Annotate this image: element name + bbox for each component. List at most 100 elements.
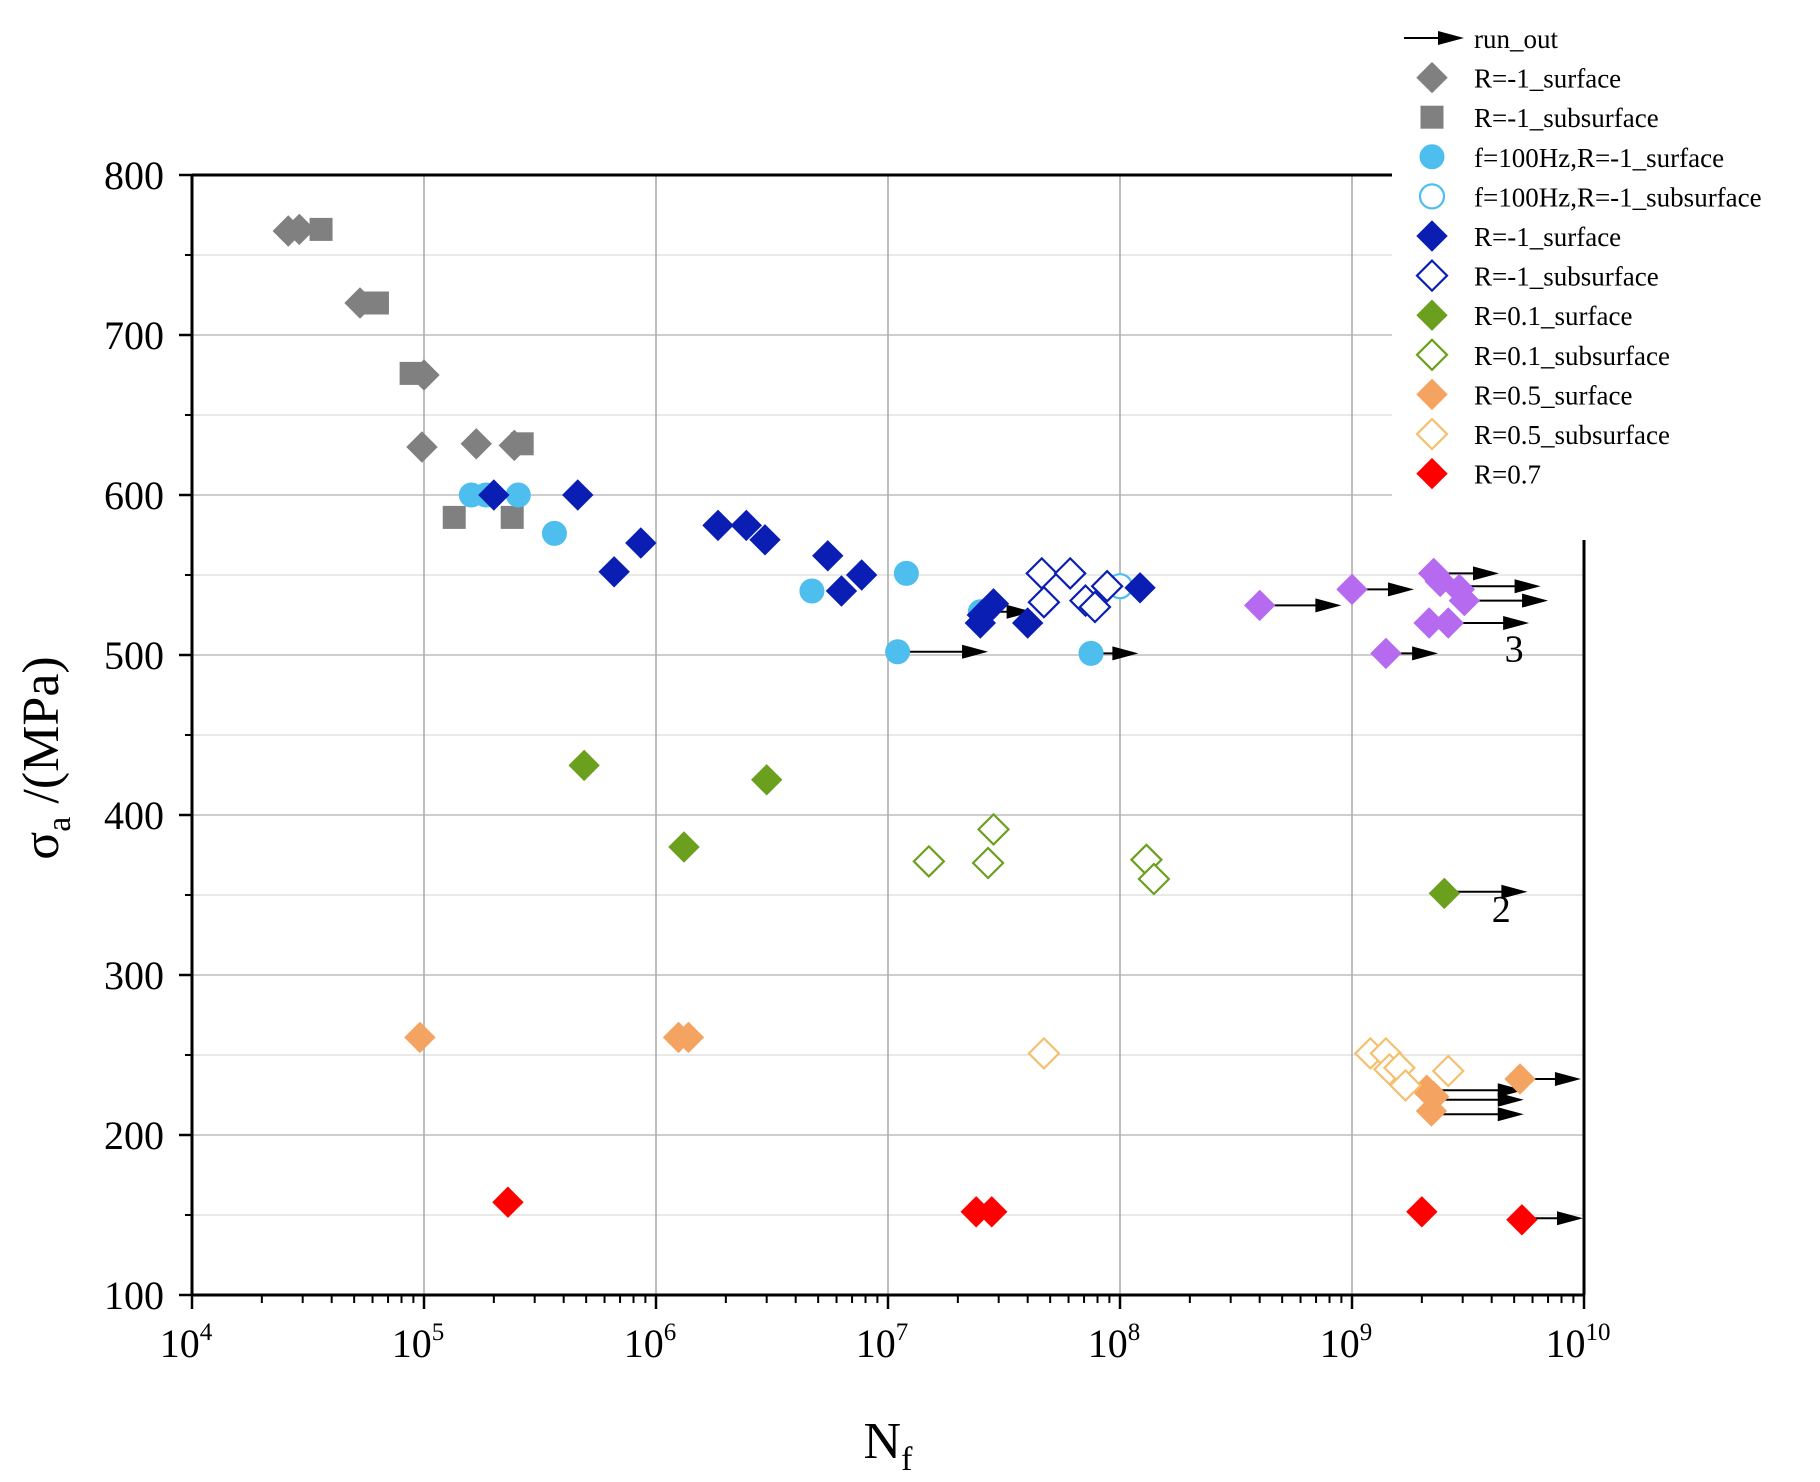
data-point	[1090, 569, 1124, 603]
x-tick-base: 10	[856, 1321, 896, 1366]
data-point	[1415, 1095, 1448, 1127]
x-tick-base: 10	[392, 1321, 432, 1366]
x-tick-exponent: 10	[1586, 1319, 1611, 1346]
y-tick-label: 600	[104, 473, 164, 518]
x-axis-title: Nf	[864, 1413, 914, 1478]
legend-item: R=0.1_subsurface	[1415, 338, 1670, 372]
x-tick-base: 10	[1088, 1321, 1128, 1366]
y-axis-title: σa /(MPa)	[13, 656, 78, 859]
series-11	[1243, 557, 1481, 670]
legend-item: R=0.1_surface	[1416, 299, 1632, 331]
data-point	[672, 1021, 705, 1054]
y-tick-label: 200	[104, 1113, 164, 1158]
data-point	[1025, 556, 1059, 590]
runout-arrow-head	[1497, 1083, 1524, 1098]
legend-marker	[1418, 183, 1446, 210]
runout-arrow-head	[1522, 593, 1549, 608]
runout-arrow-head	[1006, 604, 1033, 619]
data-point	[1137, 862, 1171, 896]
data-point	[1053, 556, 1087, 590]
data-point	[1432, 607, 1464, 639]
data-point	[478, 479, 510, 511]
x-tick-label: 106	[624, 1319, 677, 1366]
legend-item-run-out: run_out	[1404, 24, 1558, 54]
series-9	[1027, 1036, 1465, 1102]
legend-label: f=100Hz,R=-1_surface	[1474, 143, 1724, 173]
series-5	[1025, 556, 1124, 624]
x-tick-exponent: 8	[1128, 1319, 1141, 1346]
data-point	[1243, 589, 1276, 622]
data-point	[730, 509, 762, 542]
x-tick-label: 109	[1320, 1319, 1373, 1366]
annotation-label: 2	[1492, 889, 1511, 931]
runout-arrow-head	[1387, 582, 1414, 597]
x-tick-base: 10	[1320, 1321, 1360, 1366]
data-point	[893, 560, 919, 586]
data-point	[1124, 572, 1156, 604]
legend-background	[1392, 12, 1818, 500]
series-7	[912, 812, 1171, 896]
runout-arrow-head	[1556, 1211, 1583, 1226]
y-axis-title-main: σ	[13, 832, 70, 860]
grid-lines	[192, 175, 1584, 1295]
data-point	[977, 588, 1010, 620]
legend-marker	[1415, 259, 1449, 293]
x-tick-base: 10	[1546, 1321, 1586, 1366]
legend-item: R=0.5_subsurface	[1415, 417, 1670, 451]
data-point	[1078, 590, 1112, 624]
runout-arrow-head	[1497, 1107, 1524, 1122]
x-tick-exponent: 6	[664, 1319, 677, 1346]
data-point	[812, 540, 844, 572]
x-tick-label: 108	[1088, 1319, 1141, 1366]
legend-item: f=100Hz,R=-1_subsurface	[1418, 182, 1762, 212]
data-point	[971, 846, 1005, 880]
data-point	[1078, 640, 1104, 666]
data-point	[510, 432, 534, 456]
data-point	[505, 482, 531, 508]
data-point	[1388, 1068, 1423, 1102]
legend-label: R=-1_surface	[1474, 222, 1621, 252]
data-point	[1448, 584, 1481, 617]
data-point	[1504, 1063, 1536, 1095]
data-point	[1336, 573, 1368, 606]
x-axis-title-sub: f	[901, 1441, 913, 1478]
x-tick-label: 1010	[1546, 1319, 1611, 1366]
runout-arrow-head	[1112, 646, 1139, 661]
data-point	[625, 527, 657, 559]
runout-arrow-head	[1472, 566, 1499, 581]
data-point	[406, 431, 438, 463]
legend-label: run_out	[1474, 24, 1558, 54]
data-point	[1027, 1036, 1061, 1070]
y-tick-label: 700	[104, 313, 164, 358]
x-tick-base: 10	[624, 1321, 664, 1366]
data-point	[1431, 1054, 1465, 1088]
series-1	[309, 217, 534, 529]
y-axis-title-sub: a	[41, 817, 78, 832]
x-tick-exponent: 5	[432, 1319, 445, 1346]
legend-marker	[1415, 417, 1449, 451]
legend-item: R=0.7	[1416, 457, 1541, 490]
data-point	[1406, 1196, 1438, 1228]
runout-arrow-head	[1514, 579, 1541, 594]
series-0	[272, 213, 530, 463]
data-point	[442, 505, 466, 529]
x-tick-label: 107	[856, 1319, 909, 1366]
data-point	[1370, 637, 1402, 670]
legend-runout-arrow	[1404, 31, 1464, 45]
series-4	[478, 479, 1156, 639]
runout-arrow-head	[1412, 646, 1439, 661]
data-point	[283, 213, 315, 246]
legend-item: R=-1_subsurface	[1420, 103, 1659, 133]
data-point	[1424, 565, 1456, 598]
series-10	[492, 1186, 1538, 1236]
legend-item: f=100Hz,R=-1_surface	[1419, 143, 1724, 173]
legend-label: R=0.1_subsurface	[1474, 341, 1670, 371]
runout-arrow-head	[1497, 1092, 1524, 1107]
data-point	[885, 639, 911, 665]
data-point	[1428, 877, 1461, 910]
annotation-label: 3	[1505, 628, 1524, 670]
runout-arrow-head	[962, 644, 989, 659]
legend-label: R=0.5_subsurface	[1474, 420, 1670, 450]
runout-arrow-head	[1438, 31, 1464, 45]
